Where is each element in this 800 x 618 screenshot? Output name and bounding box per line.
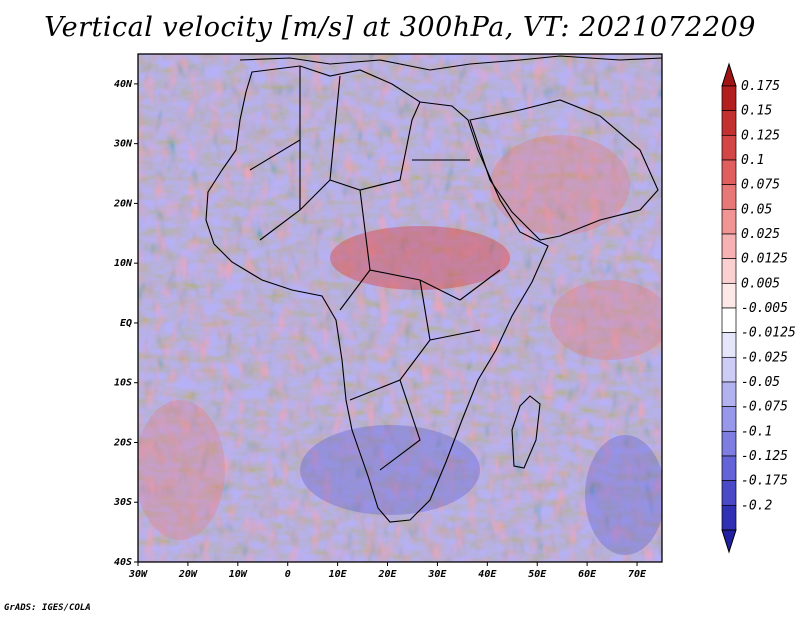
plot-frame (137, 53, 663, 563)
lat-tick-label: 30N (113, 139, 133, 150)
plot-area (138, 54, 662, 562)
ascent-region-arabia (490, 135, 630, 235)
colorbar-label: -0.075 (741, 400, 788, 415)
colorbar-swatch (721, 134, 737, 161)
lat-tick-label: 20N (113, 198, 133, 209)
border-lines (249, 66, 501, 471)
colorbar-swatch (721, 332, 737, 358)
latitude-axis: 40N 30N 20N 10N EQ 10S 20S 30S 40S (113, 79, 138, 568)
lat-tick-label: 40N (114, 79, 133, 90)
colorbar-label: -0.175 (741, 474, 788, 489)
ascent-region-sahel (330, 226, 510, 290)
lon-tick-label: 30E (427, 569, 447, 580)
europe-coastline (239, 55, 662, 71)
lon-tick-label: 30W (128, 569, 148, 580)
africa-coastline (205, 65, 549, 523)
colorbar-swatch (721, 381, 737, 408)
arabia-coastline (469, 99, 659, 241)
colorbar: 0.175 0.15 0.125 0.1 0.075 0.05 0.025 0.0125 0.0… (721, 62, 796, 554)
colorbar-swatch (721, 307, 737, 334)
colorbar-label: 0.125 (741, 128, 780, 143)
colorbar-swatch (721, 184, 737, 210)
lon-tick-label: 20E (377, 569, 397, 580)
colorbar-swatch (721, 110, 737, 136)
lon-tick-label: 40E (478, 569, 497, 580)
lat-tick-label: 40S (114, 557, 132, 568)
colorbar-label: 0.175 (741, 79, 780, 94)
ascent-region-southwest-atlantic (138, 400, 225, 540)
colorbar-swatch (721, 258, 737, 284)
lat-tick-label: 10S (114, 378, 132, 389)
colorbar-swatch (721, 282, 737, 309)
colorbar-label: 0.005 (741, 276, 780, 291)
colorbar-label: -0.05 (741, 375, 780, 390)
lon-tick-label: 0 (285, 569, 291, 580)
colorbar-swatch (721, 455, 737, 482)
field-texture-red (138, 54, 662, 562)
lon-tick-label: 10W (229, 569, 248, 580)
lat-tick-label: 20S (113, 437, 132, 448)
lon-tick-label: 20W (178, 569, 198, 580)
colorbar-swatch (721, 430, 737, 457)
colorbar-swatch (721, 480, 737, 506)
credit-text: GrADS: IGES/COLA (4, 603, 91, 613)
colorbar-label: -0.2 (741, 498, 772, 513)
colorbar-label: -0.025 (741, 350, 788, 365)
colorbar-label: -0.005 (741, 301, 788, 316)
colorbar-label: -0.1 (741, 424, 772, 439)
colorbar-swatch (721, 504, 737, 531)
lon-tick-label: 60E (578, 569, 597, 580)
colorbar-bottom-arrow (721, 529, 737, 554)
lat-tick-label: EQ (120, 318, 132, 329)
colorbar-swatch (721, 233, 737, 260)
lat-tick-label: 10N (114, 258, 133, 269)
descent-region-south-africa (300, 425, 480, 515)
colorbar-label: 0.05 (741, 202, 772, 217)
lon-tick-label: 70E (628, 569, 647, 580)
colorbar-label: 0.15 (741, 104, 772, 119)
lon-tick-label: 50E (528, 569, 547, 580)
coastlines (205, 55, 662, 523)
colorbar-label: -0.125 (741, 449, 788, 464)
colorbar-label: 0.0125 (741, 252, 788, 267)
colorbar-label: -0.0125 (741, 326, 796, 341)
descent-region-southwest-ocean (585, 435, 662, 555)
lon-tick-label: 10E (329, 569, 348, 580)
colorbar-label: 0.025 (741, 227, 780, 242)
colorbar-swatch (721, 406, 737, 432)
colorbar-swatch (721, 85, 737, 112)
ascent-region-indian-ocean (550, 280, 662, 360)
colorbar-swatch (721, 356, 737, 383)
colorbar-top-arrow (721, 62, 737, 87)
colorbar-swatch (721, 208, 737, 235)
colorbar-label: 0.1 (741, 153, 764, 168)
colorbar-label: 0.075 (741, 178, 780, 193)
madagascar-coastline (511, 395, 541, 469)
colorbar-swatch (721, 159, 737, 186)
longitude-axis: 30W 20W 10W 0 10E 20E 30E 40E 50E 60E 70E (128, 562, 647, 580)
map-title: Vertical velocity [m/s] at 300hPa, VT: 2… (44, 12, 756, 43)
lat-tick-label: 30S (113, 497, 132, 508)
